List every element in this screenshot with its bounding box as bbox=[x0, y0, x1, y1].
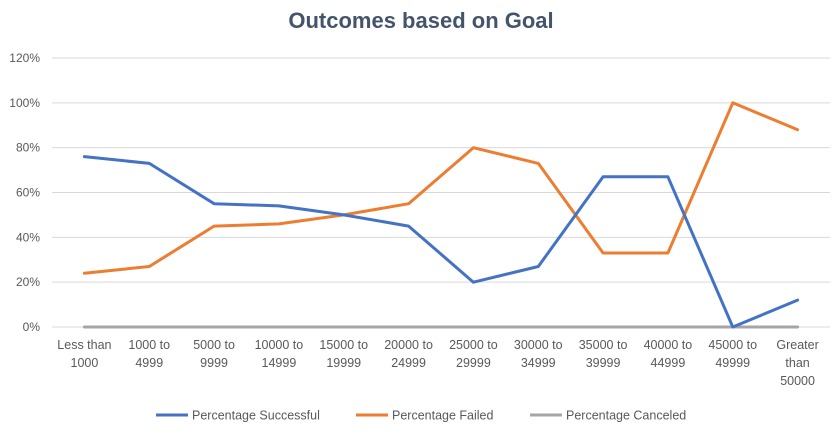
x-axis-ticks: Less than 1000 1000 to 4999 5000 to 9999 10000… bbox=[57, 338, 818, 388]
legend-label-percentage-failed: Percentage Failed bbox=[392, 409, 494, 423]
x-tick-label: 40000 to 44999 bbox=[644, 338, 693, 370]
x-tick-label: 25000 to 29999 bbox=[449, 338, 498, 370]
x-tick-label: 5000 to 9999 bbox=[193, 338, 235, 370]
legend: Percentage Successful Percentage Failed Pe… bbox=[156, 409, 686, 423]
series-lines bbox=[82, 101, 800, 329]
x-tick-label: Greater than 50000 bbox=[776, 338, 818, 388]
x-tick-label: 30000 to 34999 bbox=[514, 338, 563, 370]
y-tick-label: 0% bbox=[23, 320, 41, 334]
y-tick-label: 120% bbox=[9, 51, 40, 65]
y-tick-label: 80% bbox=[16, 141, 40, 155]
y-axis-ticks: 0% 20% 40% 60% 80% 100% 120% bbox=[9, 51, 40, 334]
legend-label-percentage-canceled: Percentage Canceled bbox=[566, 409, 686, 423]
x-tick-label: 1000 to 4999 bbox=[128, 338, 170, 370]
x-tick-label: 10000 to 14999 bbox=[255, 338, 304, 370]
gridlines bbox=[52, 57, 830, 328]
x-tick-label: 35000 to 39999 bbox=[579, 338, 628, 370]
y-tick-label: 100% bbox=[9, 96, 40, 110]
x-tick-label: 20000 to 24999 bbox=[384, 338, 433, 370]
x-tick-label: 45000 to 49999 bbox=[708, 338, 757, 370]
y-tick-label: 40% bbox=[16, 230, 40, 244]
legend-label-percentage-successful: Percentage Successful bbox=[192, 409, 320, 423]
y-tick-label: 20% bbox=[16, 275, 40, 289]
series-line-percentage-failed bbox=[82, 101, 800, 275]
series-line-percentage-successful bbox=[82, 155, 800, 329]
x-tick-label: 15000 to 19999 bbox=[319, 338, 368, 370]
x-tick-label: Less than 1000 bbox=[57, 338, 111, 370]
y-tick-label: 60% bbox=[16, 186, 40, 200]
chart-title: Outcomes based on Goal bbox=[288, 8, 553, 33]
